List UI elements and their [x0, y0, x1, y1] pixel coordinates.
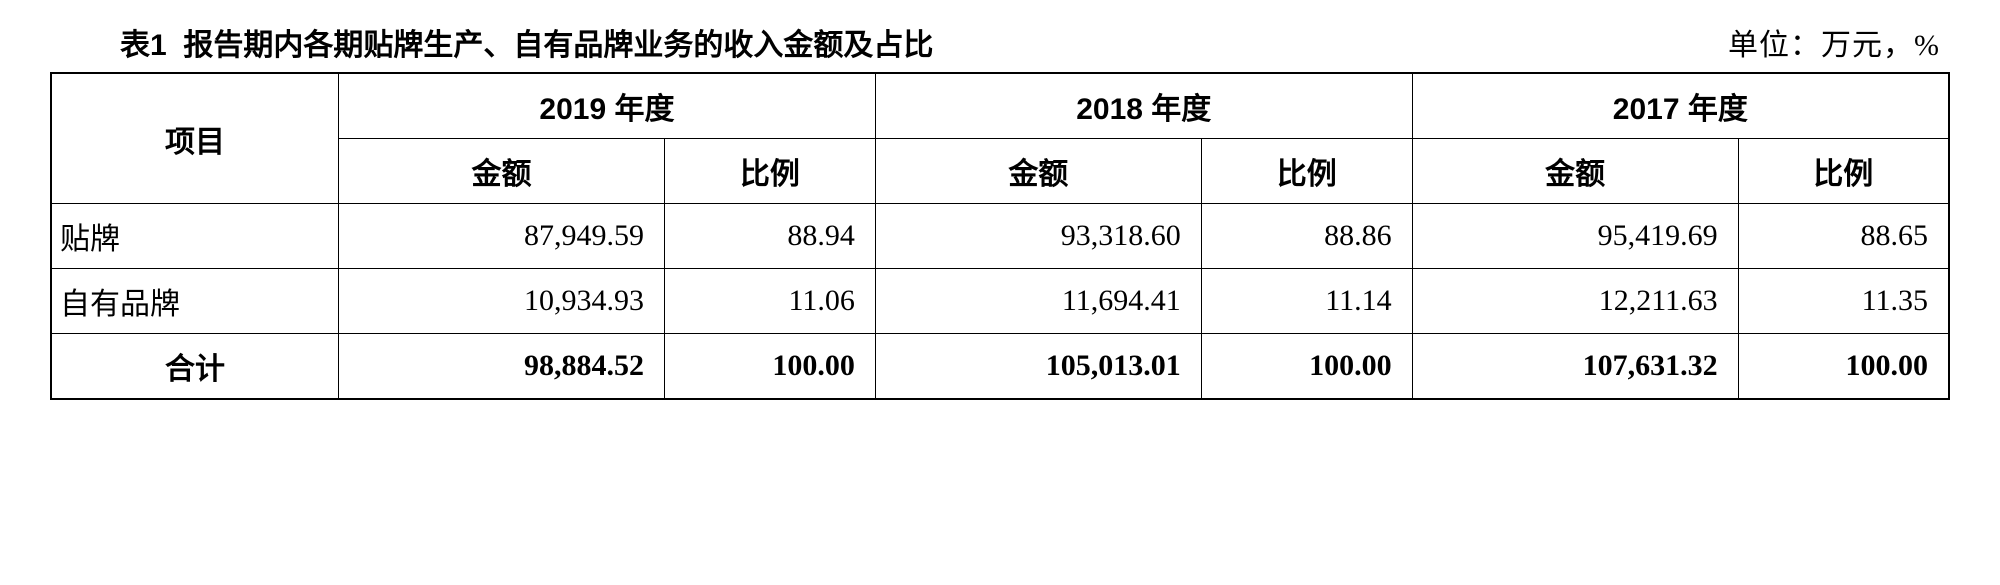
table-title: 表1 报告期内各期贴牌生产、自有品牌业务的收入金额及占比 [60, 20, 933, 64]
cell-amount: 10,934.93 [339, 269, 665, 334]
cell-amount: 12,211.63 [1412, 269, 1738, 334]
cell-ratio: 100.00 [664, 334, 875, 400]
title-text: 报告期内各期贴牌生产、自有品牌业务的收入金额及占比 [183, 29, 933, 62]
total-label: 合计 [51, 334, 339, 400]
row-label: 自有品牌 [51, 269, 339, 334]
col-amount: 金额 [339, 139, 665, 204]
col-amount: 金额 [1412, 139, 1738, 204]
cell-amount: 98,884.52 [339, 334, 665, 400]
cell-ratio: 88.94 [664, 204, 875, 269]
title-prefix: 表1 [120, 29, 167, 62]
total-row: 合计 98,884.52 100.00 105,013.01 100.00 10… [51, 334, 1949, 400]
row-label: 贴牌 [51, 204, 339, 269]
col-year-2017: 2017 年度 [1412, 73, 1949, 139]
cell-amount: 105,013.01 [875, 334, 1201, 400]
cell-amount: 95,419.69 [1412, 204, 1738, 269]
col-amount: 金额 [875, 139, 1201, 204]
header-row-1: 项目 2019 年度 2018 年度 2017 年度 [51, 73, 1949, 139]
cell-ratio: 88.86 [1201, 204, 1412, 269]
cell-ratio: 11.06 [664, 269, 875, 334]
col-ratio: 比例 [1201, 139, 1412, 204]
col-year-2019: 2019 年度 [339, 73, 876, 139]
cell-amount: 93,318.60 [875, 204, 1201, 269]
revenue-table: 项目 2019 年度 2018 年度 2017 年度 金额 比例 金额 比例 金… [50, 72, 1950, 400]
unit-label: 单位：万元，% [1728, 20, 1940, 64]
col-ratio: 比例 [664, 139, 875, 204]
cell-ratio: 100.00 [1201, 334, 1412, 400]
col-year-2018: 2018 年度 [875, 73, 1412, 139]
cell-ratio: 11.35 [1738, 269, 1949, 334]
table-row: 贴牌 87,949.59 88.94 93,318.60 88.86 95,41… [51, 204, 1949, 269]
cell-amount: 107,631.32 [1412, 334, 1738, 400]
table-header-row: 表1 报告期内各期贴牌生产、自有品牌业务的收入金额及占比 单位：万元，% [50, 20, 1950, 64]
cell-amount: 87,949.59 [339, 204, 665, 269]
table-row: 自有品牌 10,934.93 11.06 11,694.41 11.14 12,… [51, 269, 1949, 334]
col-item: 项目 [51, 73, 339, 204]
cell-ratio: 100.00 [1738, 334, 1949, 400]
cell-ratio: 11.14 [1201, 269, 1412, 334]
cell-amount: 11,694.41 [875, 269, 1201, 334]
cell-ratio: 88.65 [1738, 204, 1949, 269]
col-ratio: 比例 [1738, 139, 1949, 204]
